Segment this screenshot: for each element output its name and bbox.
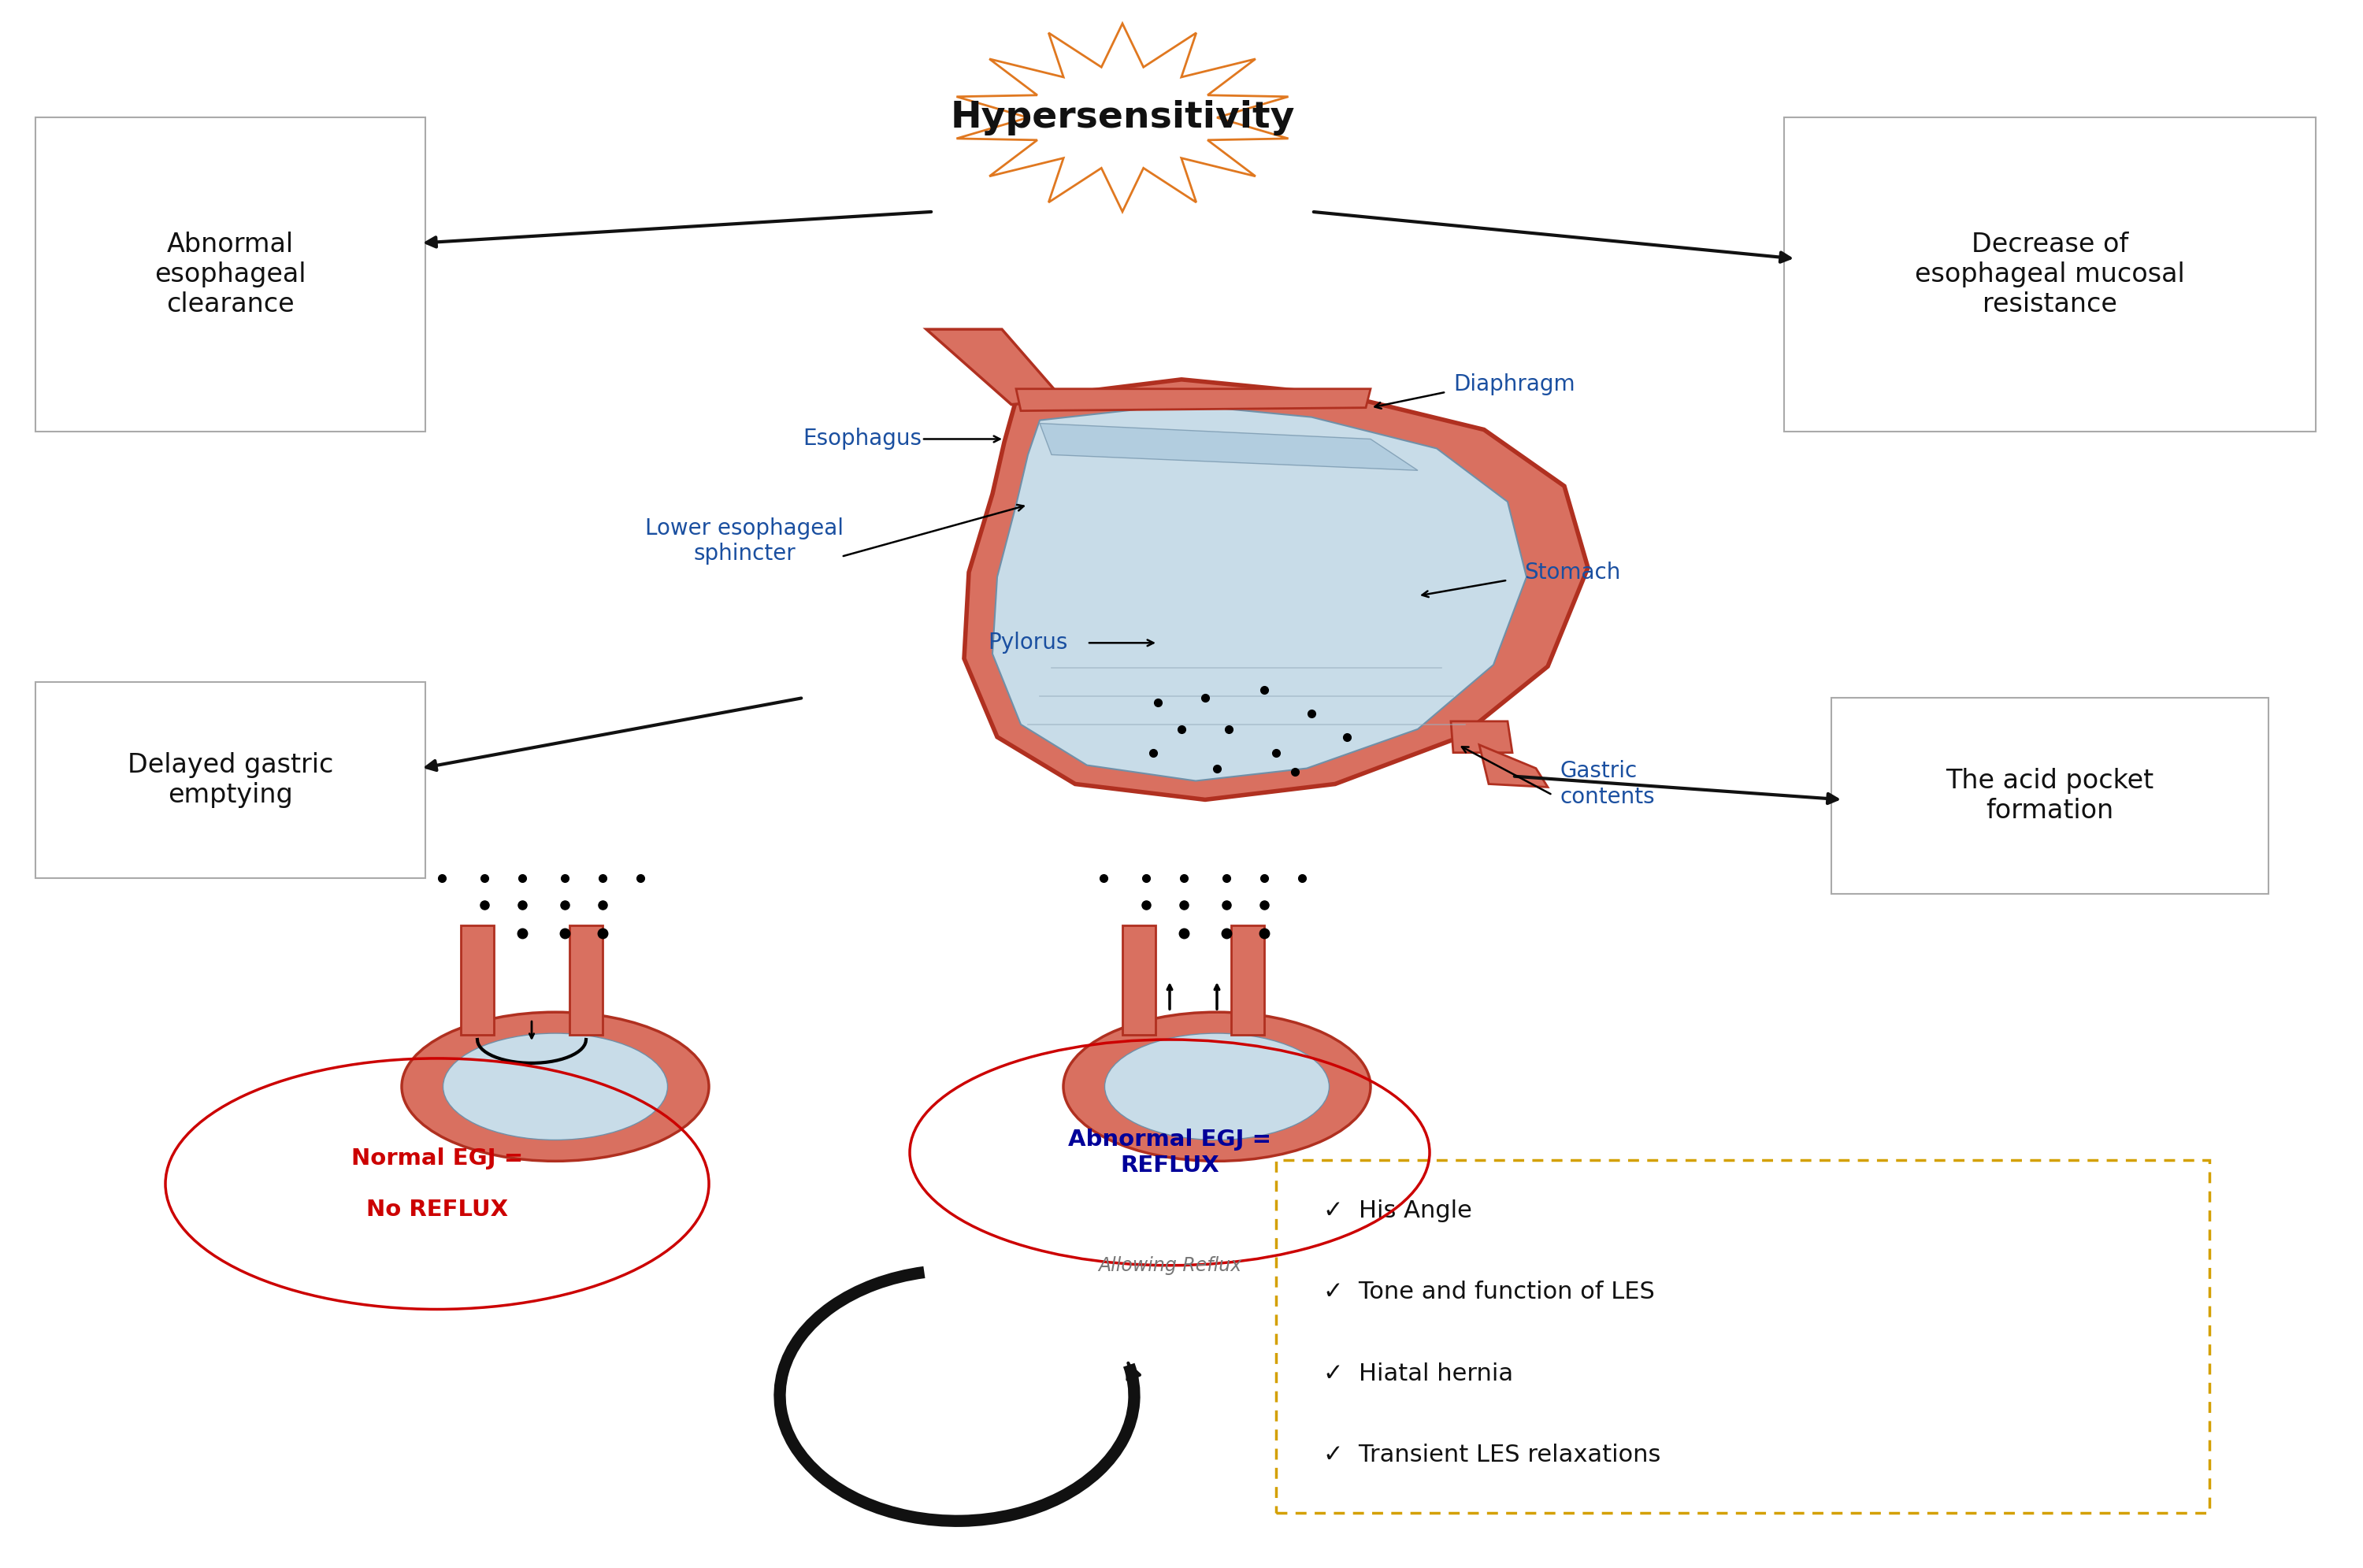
Text: Allowing Reflux: Allowing Reflux <box>1099 1256 1241 1275</box>
FancyBboxPatch shape <box>1276 1160 2209 1513</box>
Ellipse shape <box>1104 1033 1328 1140</box>
FancyBboxPatch shape <box>1784 118 2316 431</box>
Ellipse shape <box>402 1013 709 1160</box>
Text: Stomach: Stomach <box>1524 561 1621 583</box>
Ellipse shape <box>444 1033 666 1140</box>
Text: ✓  Tone and function of LES: ✓ Tone and function of LES <box>1323 1281 1654 1303</box>
Polygon shape <box>1040 423 1418 470</box>
Polygon shape <box>1122 925 1156 1035</box>
Text: ✓  His Angle: ✓ His Angle <box>1323 1200 1472 1221</box>
Text: Pylorus: Pylorus <box>988 632 1068 654</box>
FancyBboxPatch shape <box>35 682 425 878</box>
Text: Diaphragm: Diaphragm <box>1453 373 1576 395</box>
Text: Normal EGJ =

No REFLUX: Normal EGJ = No REFLUX <box>352 1148 522 1220</box>
Text: Esophagus: Esophagus <box>803 428 922 450</box>
Polygon shape <box>1016 389 1371 411</box>
FancyBboxPatch shape <box>1831 698 2268 894</box>
Text: Gastric
contents: Gastric contents <box>1560 760 1654 808</box>
Text: Abnormal
esophageal
clearance: Abnormal esophageal clearance <box>154 232 307 317</box>
Polygon shape <box>964 379 1588 800</box>
Text: ✓  Transient LES relaxations: ✓ Transient LES relaxations <box>1323 1444 1661 1466</box>
Text: Decrease of
esophageal mucosal
resistance: Decrease of esophageal mucosal resistanc… <box>1914 232 2186 317</box>
Polygon shape <box>1231 925 1264 1035</box>
Text: Abnormal EGJ =
REFLUX: Abnormal EGJ = REFLUX <box>1068 1129 1271 1176</box>
Polygon shape <box>957 24 1288 212</box>
Polygon shape <box>1479 745 1548 787</box>
Text: ✓  Hiatal hernia: ✓ Hiatal hernia <box>1323 1363 1512 1385</box>
Polygon shape <box>1451 721 1512 753</box>
FancyBboxPatch shape <box>35 118 425 431</box>
Text: Hypersensitivity: Hypersensitivity <box>950 100 1295 135</box>
Polygon shape <box>992 405 1526 781</box>
Text: Lower esophageal
sphincter: Lower esophageal sphincter <box>645 517 844 564</box>
Text: The acid pocket
formation: The acid pocket formation <box>1945 768 2155 823</box>
Ellipse shape <box>1063 1013 1371 1160</box>
Polygon shape <box>926 329 1063 405</box>
Polygon shape <box>461 925 494 1035</box>
Text: Delayed gastric
emptying: Delayed gastric emptying <box>128 753 333 808</box>
Polygon shape <box>569 925 603 1035</box>
